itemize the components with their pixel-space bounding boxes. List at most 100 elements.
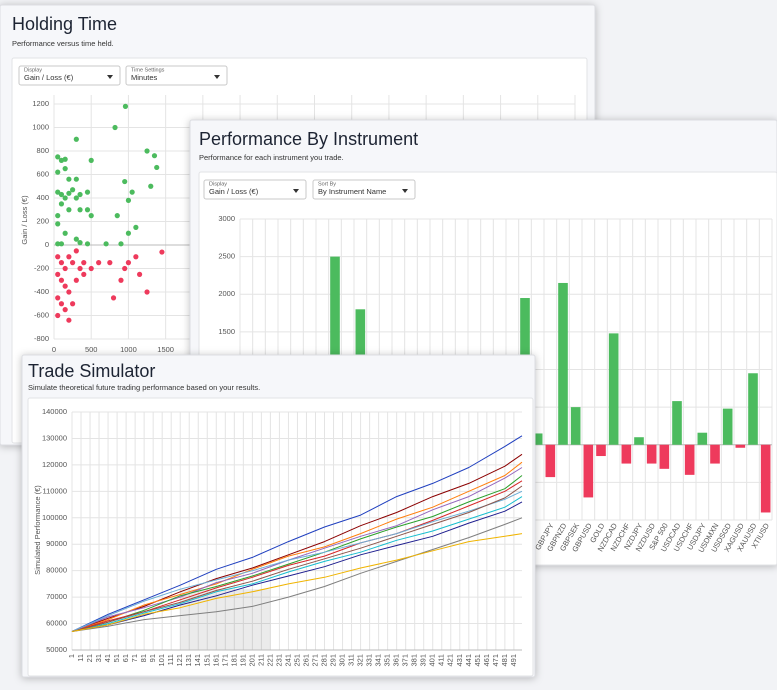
point (62, 307, 68, 313)
x-tick-label: 461 (482, 654, 491, 667)
point (122, 103, 129, 109)
x-tick-label: 411 (437, 654, 446, 666)
point (62, 166, 68, 172)
point (81, 260, 87, 266)
bar (684, 444, 695, 475)
bar (748, 373, 758, 445)
x-tick-label: 141 (193, 654, 202, 667)
y-tick-label: 2000 (218, 289, 235, 298)
x-tick-label: 1500 (157, 345, 174, 354)
point (66, 190, 72, 196)
point (66, 176, 72, 182)
y-tick-label: 60000 (46, 619, 67, 628)
x-tick-label: 171 (220, 654, 229, 667)
point (84, 189, 91, 195)
dropdown-box[interactable] (203, 179, 307, 200)
point (77, 207, 83, 213)
point (55, 312, 61, 319)
x-tick-label: 31 (94, 654, 103, 662)
bar (570, 407, 581, 445)
x-tick-label: 221 (265, 654, 274, 667)
y-tick-label: 80000 (46, 566, 67, 575)
x-tick-label: 41 (103, 654, 112, 662)
point (151, 153, 158, 159)
panel-title: Performance By Instrument (199, 129, 418, 149)
y-tick-label: 1000 (32, 122, 49, 131)
dropdown-label: Display (24, 67, 42, 73)
x-tick-label: 181 (229, 654, 238, 667)
panel-subtitle: Simulate theoretical future trading perf… (28, 383, 260, 392)
simulation-line (71, 496, 523, 632)
bar (710, 444, 720, 464)
panel-group: Trade Simulator Simulate theoretical futu… (21, 354, 536, 678)
point (84, 207, 91, 213)
x-tick-label: 381 (410, 654, 419, 667)
dropdown-box[interactable] (18, 65, 121, 86)
dropdown-arrow (214, 75, 220, 79)
point (55, 271, 61, 277)
point (55, 221, 61, 227)
y-tick-label: 400 (36, 193, 49, 202)
point (81, 271, 87, 277)
point (136, 271, 143, 277)
bar (672, 401, 682, 445)
bar (634, 437, 644, 445)
point (70, 187, 76, 193)
point (118, 241, 124, 247)
x-tick-label: 371 (401, 654, 410, 667)
point (62, 195, 68, 201)
point (55, 154, 61, 160)
y-tick-label: 1200 (32, 99, 49, 108)
x-tick-label: 301 (338, 654, 347, 667)
y-tick-label: -800 (34, 334, 49, 343)
dropdown-value: Gain / Loss (€) (209, 187, 259, 196)
point (133, 254, 139, 260)
y-tick-label: 90000 (46, 539, 67, 548)
point (55, 254, 61, 260)
point (77, 265, 83, 272)
point (58, 301, 65, 307)
y-tick-label: 800 (36, 146, 49, 155)
bar (545, 444, 556, 478)
x-tick-label: 281 (319, 654, 328, 667)
x-tick-label: 201 (247, 654, 256, 667)
x-tick-label: 311 (347, 654, 356, 666)
dropdown-box[interactable] (125, 65, 228, 86)
x-tick-label: 51 (112, 654, 121, 662)
x-tick-label: 341 (374, 654, 383, 667)
y-tick-label: 70000 (46, 592, 67, 601)
x-tick-label: 361 (392, 654, 401, 667)
x-tick-label: 241 (283, 654, 292, 667)
bar (558, 282, 568, 445)
x-tick-label: 211 (256, 654, 265, 666)
simulation-line (71, 485, 523, 632)
x-tick-label: 271 (310, 654, 319, 667)
y-tick-label: -400 (34, 287, 49, 296)
point (114, 213, 120, 219)
x-tick-label: 321 (356, 654, 365, 667)
point (77, 240, 83, 246)
point (110, 295, 117, 301)
dropdown-box[interactable] (312, 179, 416, 200)
point (88, 157, 94, 163)
x-tick-label: 331 (365, 654, 374, 667)
y-tick-label: 130000 (42, 433, 67, 442)
x-tick-label: 500 (85, 345, 98, 354)
point (66, 317, 72, 323)
point (129, 189, 135, 195)
point (58, 201, 65, 207)
bar (735, 444, 746, 448)
x-tick-label: 431 (455, 654, 464, 667)
bar (646, 444, 657, 464)
point (58, 277, 65, 283)
y-tick-label: 100000 (42, 513, 67, 522)
y-tick-label: 50000 (46, 645, 67, 654)
y-tick-label: 2500 (218, 252, 235, 261)
y-tick-label: 120000 (42, 460, 67, 469)
